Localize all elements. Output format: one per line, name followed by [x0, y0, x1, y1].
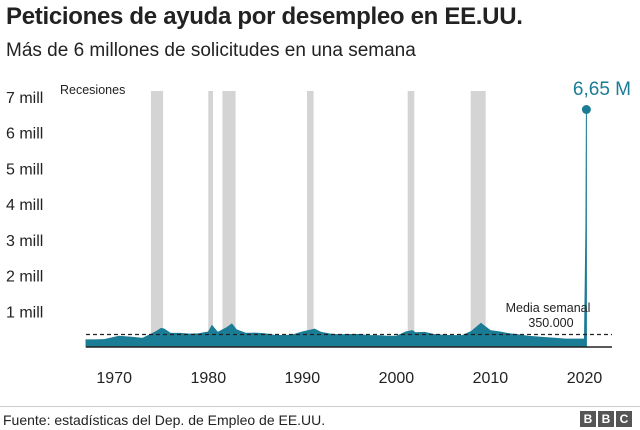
- recessions-label: Recesiones: [60, 83, 125, 97]
- recession-band: [407, 91, 415, 347]
- bbc-logo-letter: C: [616, 411, 632, 427]
- y-tick-label: 1 mill: [6, 304, 43, 321]
- bbc-logo-letter: B: [580, 411, 596, 427]
- source-note: Fuente: estadísticas del Dep. de Empleo …: [3, 412, 326, 428]
- recession-band: [222, 91, 236, 347]
- bbc-logo: B B C: [580, 411, 632, 427]
- y-tick-label: 7 mill: [6, 90, 43, 107]
- x-tick-label: 2020: [567, 370, 603, 387]
- recession-band: [470, 91, 486, 347]
- y-tick-label: 6 mill: [6, 126, 43, 143]
- recession-band: [208, 91, 213, 347]
- y-tick-label: 2 mill: [6, 269, 43, 286]
- peak-point: [581, 105, 591, 114]
- recession-band: [307, 91, 314, 347]
- weekly-mean-value-label: 350.000: [528, 316, 573, 330]
- x-tick-label: 1980: [191, 370, 227, 387]
- weekly-mean-label: Media semanal: [506, 301, 591, 315]
- peak-label: 6,65 M: [573, 79, 631, 100]
- y-tick-label: 3 mill: [6, 233, 43, 250]
- chart-svg: Recesiones 1 mill 2 mill 3 mill 4 mill 5 mill…: [6, 79, 631, 387]
- y-tick-label: 4 mill: [6, 197, 43, 214]
- footer-divider: [0, 406, 640, 407]
- x-tick-label: 2000: [379, 370, 415, 387]
- bbc-logo-letter: B: [598, 411, 614, 427]
- recession-band: [150, 91, 164, 347]
- x-tick-label: 1970: [96, 370, 132, 387]
- chart-subtitle: Más de 6 millones de solicitudes en una …: [6, 40, 416, 61]
- x-tick-label: 2010: [473, 370, 509, 387]
- y-tick-label: 5 mill: [6, 161, 43, 178]
- chart-title: Peticiones de ayuda por desempleo en EE.…: [6, 3, 523, 30]
- claims-area-series: [85, 109, 587, 348]
- x-tick-label: 1990: [285, 370, 321, 387]
